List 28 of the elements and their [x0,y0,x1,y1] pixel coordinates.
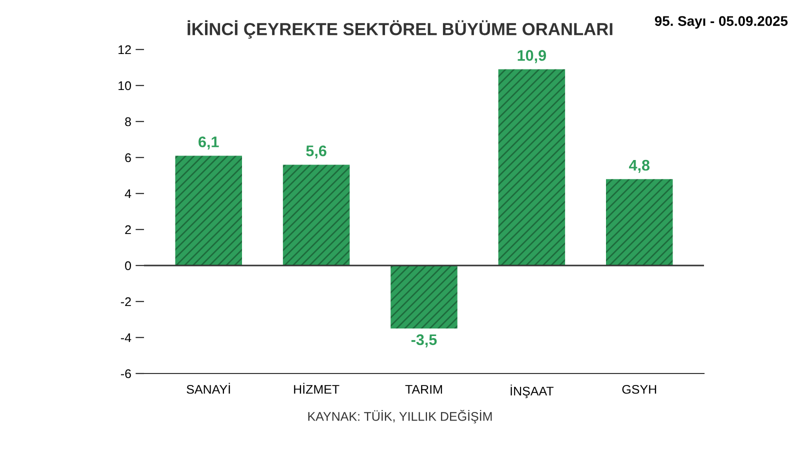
y-tick-label: 8 [125,117,131,126]
data-label: 5,6 [306,145,326,158]
bar [175,156,242,266]
data-label: 10,9 [518,50,546,64]
x-tick-label: TARIM [405,385,442,394]
bar [282,164,350,266]
y-tick-label: -4 [120,333,132,342]
y-tick-label: -6 [120,369,131,378]
y-tick-label: 4 [124,189,132,198]
x-tick-label: İNŞAAT [510,384,554,398]
text: 95. Sayı - 05.09.2025 [654,16,788,29]
x-tick-label: HİZMET [294,382,340,394]
text: KAYNAK: TÜİK, YILLIK DEĞİŞİM [308,410,492,424]
data-label: 6,1 [198,136,219,150]
y-tick-label: 6 [125,153,131,162]
y-tick-label: 0 [125,261,132,270]
x-tick-label: GSYH [622,384,656,394]
chart-title: İKİNCİ ÇEYREKTE SEKTÖREL BÜYÜME ORANLARI [188,20,612,39]
y-tick-label: -2 [120,297,131,306]
bar [390,266,458,328]
data-label: -3,5 [411,334,437,348]
bar [498,69,566,266]
y-tick-label: 2 [125,225,131,234]
bar [606,179,673,266]
y-tick-label: 10 [118,81,132,90]
y-tick-label: 12 [118,45,131,54]
x-tick-label: SANAYİ [186,382,230,394]
data-label: 4,8 [629,160,650,173]
